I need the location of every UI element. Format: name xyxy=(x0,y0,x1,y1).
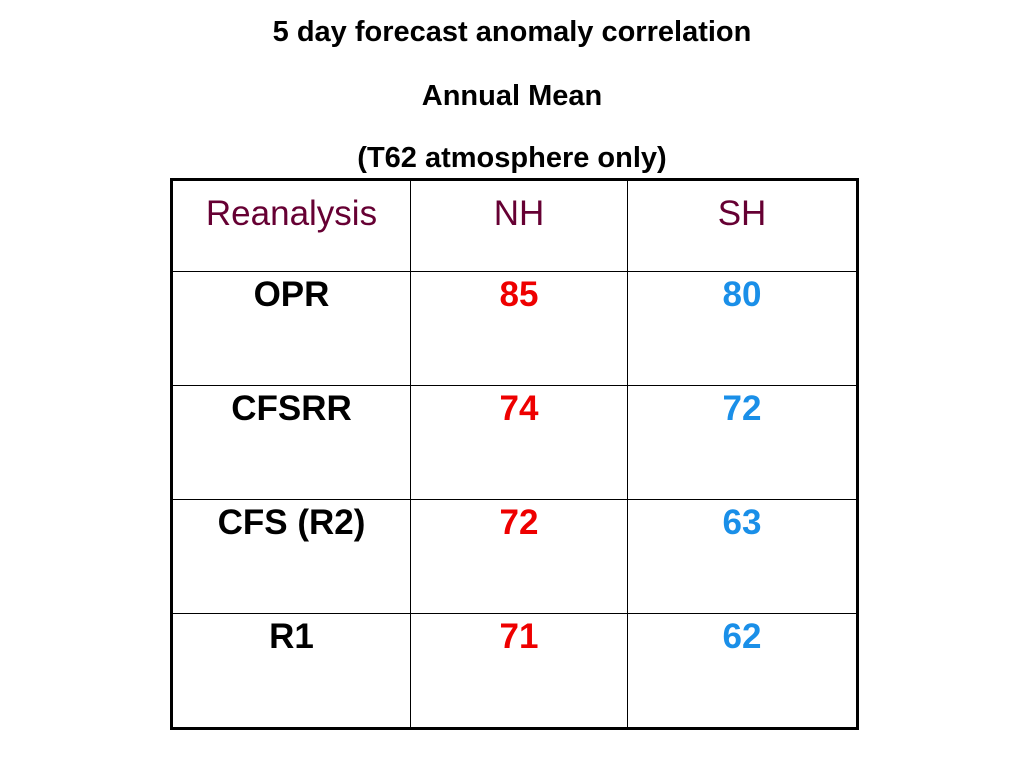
cell: 74 xyxy=(410,385,628,500)
cell: CFSRR xyxy=(171,385,411,500)
cell: OPR xyxy=(171,271,411,386)
cell: 85 xyxy=(410,271,628,386)
cell: 72 xyxy=(410,499,628,614)
title: 5 day forecast anomaly correlation xyxy=(272,16,752,48)
cell: NH xyxy=(410,179,628,272)
cell: 62 xyxy=(627,613,858,729)
subtitle: Annual Mean xyxy=(421,80,603,112)
row: CFS (R2) 72 63 xyxy=(171,499,858,614)
row: OPR 85 80 xyxy=(171,271,858,386)
cell: Reanalysis xyxy=(171,179,411,272)
row: R1 71 62 xyxy=(171,613,858,729)
cell: 71 xyxy=(410,613,628,729)
cell: SH xyxy=(627,179,858,272)
row: CFSRR 74 72 xyxy=(171,385,858,500)
note: (T62 atmosphere only) xyxy=(357,142,667,174)
table: Reanalysis NH SH OPR 85 80 CFSRR 74 72 CFS (R2) 72… xyxy=(170,178,859,730)
cell: 80 xyxy=(627,271,858,386)
header-row: Reanalysis NH SH xyxy=(171,179,858,272)
cell: R1 xyxy=(171,613,411,729)
cell: 72 xyxy=(627,385,858,500)
cell: CFS (R2) xyxy=(171,499,411,614)
cell: 63 xyxy=(627,499,858,614)
